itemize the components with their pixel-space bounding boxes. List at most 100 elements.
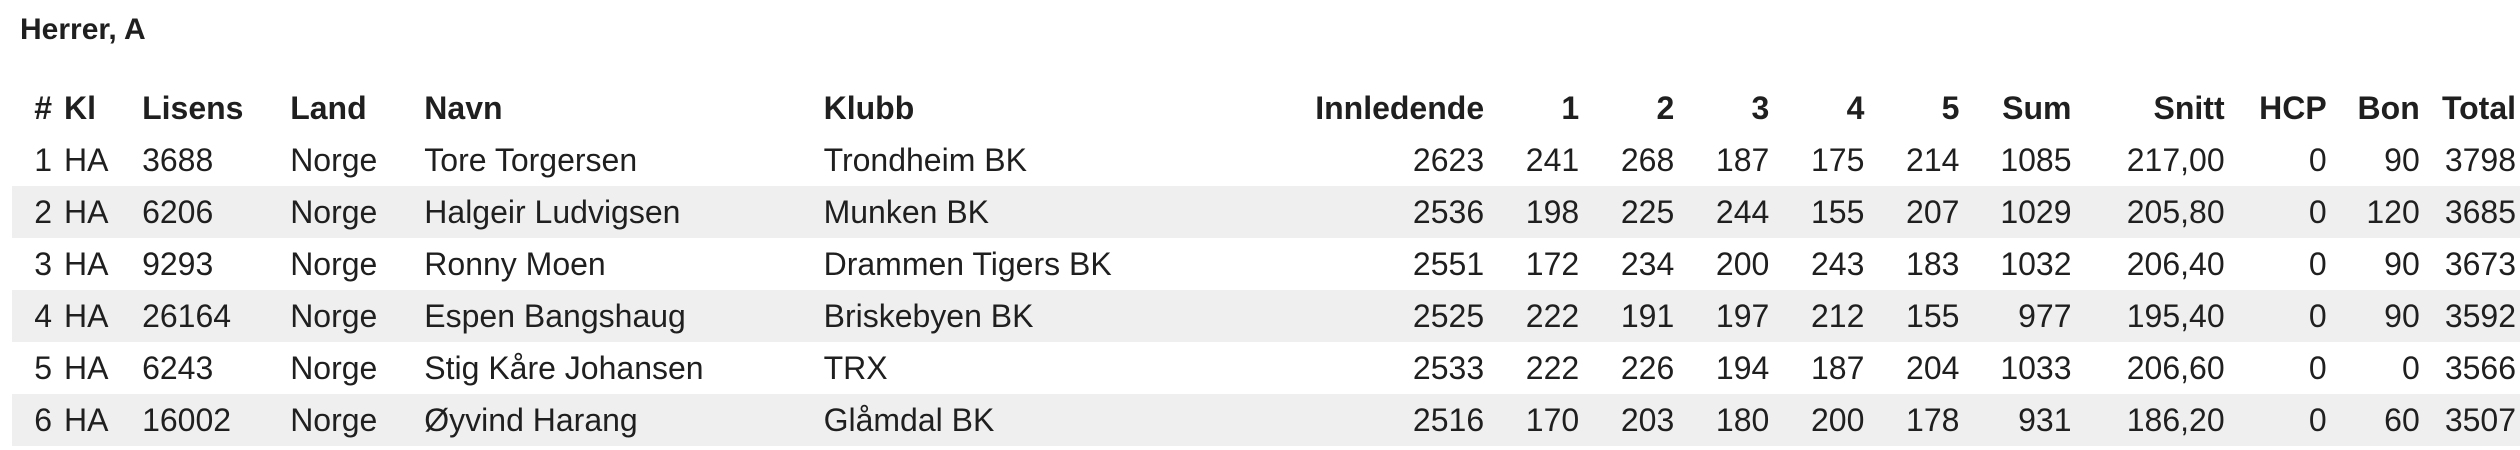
cell-game-2: 226: [1620, 349, 1675, 386]
cell-land: Norge: [290, 349, 378, 386]
cell-hcp: 0: [2308, 297, 2327, 334]
cell-klubb: Briskebyen BK: [823, 297, 1034, 334]
cell-land: Norge: [290, 141, 378, 178]
cell-game-1: 170: [1525, 401, 1580, 438]
cell-game-5: 204: [1906, 349, 1960, 386]
cell-total: 3566: [2444, 349, 2516, 386]
cell-klubb: TRX: [823, 349, 888, 386]
cell-total: 3507: [2444, 401, 2516, 438]
header-game-4: 4: [1846, 89, 1865, 126]
header-rank: #: [34, 89, 53, 126]
cell-game-2: 203: [1620, 401, 1675, 438]
cell-game-4: 187: [1810, 349, 1865, 386]
cell-game-2: 268: [1620, 141, 1675, 178]
cell-game-4: 212: [1810, 297, 1865, 334]
cell-land: Norge: [290, 245, 378, 282]
cell-sum: 931: [2018, 401, 2072, 438]
cell-game-5: 183: [1906, 245, 1960, 282]
cell-total: 3798: [2444, 141, 2516, 178]
cell-navn: Øyvind Harang: [424, 401, 638, 438]
cell-rank: 3: [34, 245, 53, 282]
cell-land: Norge: [290, 401, 378, 438]
cell-game-4: 200: [1810, 401, 1865, 438]
cell-game-4: 155: [1810, 193, 1865, 230]
header-hcp: HCP: [2259, 89, 2327, 126]
cell-innledende: 2525: [1412, 297, 1485, 334]
cell-lisens: 6206: [142, 193, 214, 230]
cell-game-3: 187: [1715, 141, 1770, 178]
cell-kl: HA: [64, 245, 109, 282]
cell-game-5: 155: [1906, 297, 1960, 334]
cell-bon: 120: [2366, 193, 2420, 230]
cell-klubb: Trondheim BK: [823, 141, 1027, 178]
cell-navn: Espen Bangshaug: [424, 297, 686, 334]
cell-game-1: 222: [1525, 349, 1580, 386]
table-body: 1 HA 3688 Norge Tore Torgersen Trondheim…: [12, 134, 2520, 446]
cell-klubb: Drammen Tigers BK: [823, 245, 1112, 282]
cell-snitt: 217,00: [2126, 141, 2225, 178]
cell-hcp: 0: [2308, 349, 2327, 386]
cell-kl: HA: [64, 141, 109, 178]
results-table: # Kl Lisens Land Navn Klubb Innledende 1…: [12, 82, 2520, 446]
cell-navn: Ronny Moen: [424, 245, 606, 282]
cell-game-1: 172: [1525, 245, 1580, 282]
cell-snitt: 206,40: [2126, 245, 2225, 282]
header-land: Land: [290, 89, 367, 126]
cell-total: 3673: [2444, 245, 2516, 282]
cell-game-5: 214: [1906, 141, 1960, 178]
cell-game-3: 244: [1715, 193, 1770, 230]
table-row: 3 HA 9293 Norge Ronny Moen Drammen Tiger…: [12, 238, 2520, 290]
table-row: 1 HA 3688 Norge Tore Torgersen Trondheim…: [12, 134, 2520, 186]
cell-navn: Tore Torgersen: [424, 141, 638, 178]
cell-game-1: 198: [1525, 193, 1580, 230]
cell-rank: 6: [34, 401, 53, 438]
cell-game-3: 200: [1715, 245, 1770, 282]
cell-game-4: 175: [1810, 141, 1865, 178]
cell-land: Norge: [290, 193, 378, 230]
header-navn: Navn: [424, 89, 503, 126]
cell-innledende: 2516: [1412, 401, 1485, 438]
cell-snitt: 195,40: [2126, 297, 2225, 334]
cell-game-5: 207: [1906, 193, 1960, 230]
table-row: 2 HA 6206 Norge Halgeir Ludvigsen Munken…: [12, 186, 2520, 238]
header-lisens: Lisens: [142, 89, 244, 126]
cell-kl: HA: [64, 193, 109, 230]
cell-hcp: 0: [2308, 401, 2327, 438]
cell-game-2: 191: [1620, 297, 1675, 334]
cell-sum: 977: [2018, 297, 2072, 334]
cell-klubb: Glåmdal BK: [823, 401, 995, 438]
cell-bon: 0: [2401, 349, 2420, 386]
cell-rank: 1: [34, 141, 53, 178]
cell-navn: Stig Kåre Johansen: [424, 349, 704, 386]
header-game-2: 2: [1656, 89, 1675, 126]
cell-lisens: 16002: [142, 401, 232, 438]
header-game-5: 5: [1941, 89, 1960, 126]
cell-bon: 90: [2384, 297, 2420, 334]
cell-rank: 5: [34, 349, 53, 386]
header-klubb: Klubb: [823, 89, 915, 126]
cell-game-5: 178: [1906, 401, 1960, 438]
cell-lisens: 3688: [142, 141, 214, 178]
table-row: 4 HA 26164 Norge Espen Bangshaug Briskeb…: [12, 290, 2520, 342]
cell-klubb: Munken BK: [823, 193, 990, 230]
cell-innledende: 2551: [1412, 245, 1485, 282]
section-title: Herrer, A: [20, 13, 146, 46]
cell-bon: 90: [2384, 141, 2420, 178]
cell-innledende: 2536: [1412, 193, 1485, 230]
header-game-1: 1: [1561, 89, 1580, 126]
cell-innledende: 2623: [1412, 141, 1485, 178]
header-game-3: 3: [1751, 89, 1770, 126]
cell-rank: 4: [34, 297, 53, 334]
cell-kl: HA: [64, 401, 109, 438]
cell-sum: 1032: [2000, 245, 2072, 282]
cell-game-3: 197: [1715, 297, 1770, 334]
cell-rank: 2: [34, 193, 53, 230]
cell-sum: 1085: [2000, 141, 2072, 178]
cell-navn: Halgeir Ludvigsen: [424, 193, 681, 230]
cell-game-2: 234: [1620, 245, 1675, 282]
cell-lisens: 9293: [142, 245, 214, 282]
header-sum: Sum: [2002, 89, 2072, 126]
cell-sum: 1033: [2000, 349, 2072, 386]
cell-game-3: 180: [1715, 401, 1770, 438]
